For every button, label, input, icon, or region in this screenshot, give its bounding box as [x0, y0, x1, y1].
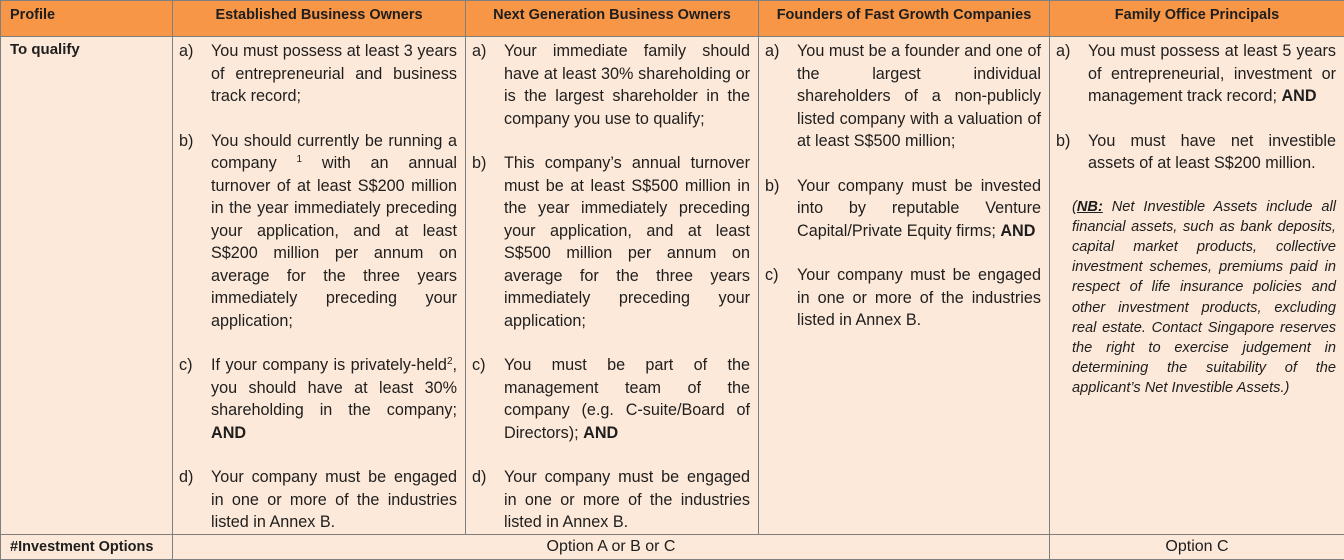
- note-text: Net Investible Assets include all financ…: [1072, 198, 1336, 397]
- footnote-ref: 1: [296, 154, 303, 165]
- item-marker: c): [179, 356, 193, 374]
- item-text-part: You must be part of the management team …: [504, 356, 750, 442]
- and-keyword: AND: [1000, 221, 1036, 240]
- item-text: You must possess at least 5 years of ent…: [1088, 40, 1336, 108]
- list-item: d) Your company must be engaged in one o…: [472, 466, 750, 534]
- item-marker: c): [765, 266, 779, 284]
- note-label: NB:: [1076, 198, 1103, 215]
- header-profile: Profile: [0, 0, 173, 37]
- list-item: b) You should currently be running a com…: [179, 130, 457, 333]
- item-marker: c): [472, 356, 486, 374]
- item-text-part: You should currently be running a compan…: [211, 131, 457, 173]
- item-text: You must possess at least 3 years of ent…: [211, 42, 457, 105]
- note-open-paren: (: [1072, 198, 1077, 215]
- list-item: c) Your company must be engaged in one o…: [765, 264, 1041, 332]
- item-text-part: Your company must be invested into by re…: [797, 176, 1041, 240]
- item-marker: b): [765, 176, 780, 195]
- item-text: Your company must be engaged in one or m…: [211, 468, 457, 531]
- list-item: a) Your immediate family should have at …: [472, 40, 750, 130]
- item-marker: b): [472, 154, 487, 172]
- criteria-founders: a) You must be a founder and one of the …: [758, 36, 1050, 535]
- list-item: a) You must be a founder and one of the …: [765, 40, 1041, 153]
- table-header-row: Profile Established Business Owners Next…: [0, 0, 1344, 37]
- item-text: Your immediate family should have at lea…: [504, 42, 750, 128]
- list-item: c) You must be part of the management te…: [472, 354, 750, 444]
- item-text: You should currently be running a compan…: [211, 130, 457, 333]
- item-text-part: , you should have at least 30% sharehold…: [211, 356, 457, 419]
- investment-option-abc: Option A or B or C: [172, 534, 1050, 560]
- investment-options-row: #Investment Options Option A or B or C O…: [0, 534, 1344, 560]
- criteria-established: a) You must possess at least 3 years of …: [172, 36, 466, 535]
- list-item: b) Your company must be invested into by…: [765, 175, 1041, 243]
- net-investible-assets-note: (NB: Net Investible Assets include all f…: [1072, 197, 1336, 399]
- item-text: You must have net investible assets of a…: [1088, 131, 1336, 173]
- item-marker: a): [1056, 42, 1071, 60]
- and-keyword: AND: [583, 423, 619, 442]
- item-text-part: You must possess at least 5 years of ent…: [1088, 42, 1336, 105]
- and-keyword: AND: [1281, 87, 1317, 105]
- footnote-ref: 2: [446, 356, 453, 367]
- qualify-row: To qualify a) You must possess at least …: [0, 36, 1344, 535]
- item-marker: a): [179, 42, 194, 60]
- and-keyword: AND: [211, 423, 247, 442]
- list-item: b) You must have net investible assets o…: [1056, 130, 1336, 175]
- header-established-business-owners: Established Business Owners: [172, 0, 466, 37]
- item-marker: b): [1056, 131, 1071, 150]
- row-label-to-qualify: To qualify: [0, 36, 173, 535]
- list-item: a) You must possess at least 5 years of …: [1056, 40, 1336, 108]
- header-next-generation-business-owners: Next Generation Business Owners: [465, 0, 759, 37]
- item-marker: d): [179, 468, 194, 486]
- item-marker: b): [179, 131, 194, 150]
- item-text: If your company is privately-held2, you …: [211, 354, 457, 444]
- item-marker: a): [765, 42, 780, 60]
- list-item: a) You must possess at least 3 years of …: [179, 40, 457, 108]
- item-text: Your company must be engaged in one or m…: [797, 266, 1041, 329]
- list-item: b) This company’s annual turnover must b…: [472, 152, 750, 332]
- header-founders-fast-growth: Founders of Fast Growth Companies: [758, 0, 1050, 37]
- investment-option-c: Option C: [1049, 534, 1344, 560]
- criteria-family-office: a) You must possess at least 5 years of …: [1049, 36, 1344, 535]
- item-text: Your company must be invested into by re…: [797, 175, 1041, 243]
- item-marker: d): [472, 468, 487, 486]
- item-marker: a): [472, 42, 487, 60]
- item-text-part: with an annual turnover of at least S$20…: [211, 154, 457, 330]
- criteria-next-generation: a) Your immediate family should have at …: [465, 36, 759, 535]
- header-family-office-principals: Family Office Principals: [1049, 0, 1344, 37]
- item-text: You must be part of the management team …: [504, 354, 750, 444]
- list-item: c) If your company is privately-held2, y…: [179, 354, 457, 444]
- list-item: d) Your company must be engaged in one o…: [179, 466, 457, 534]
- item-text: Your company must be engaged in one or m…: [504, 468, 750, 531]
- item-text-part: If your company is privately-held: [211, 356, 447, 374]
- row-label-investment-options: #Investment Options: [0, 534, 173, 560]
- item-text: This company’s annual turnover must be a…: [504, 154, 750, 330]
- item-text: You must be a founder and one of the lar…: [797, 42, 1041, 150]
